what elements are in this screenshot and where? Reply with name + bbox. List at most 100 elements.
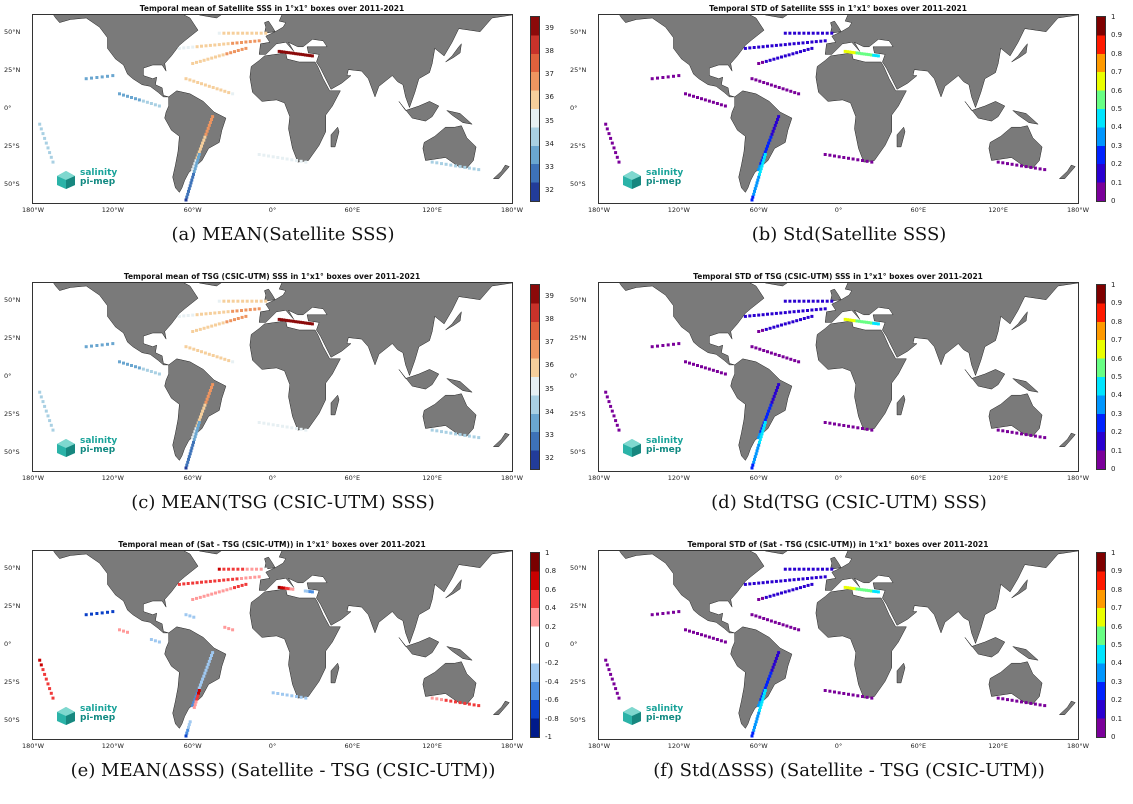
data-cell xyxy=(280,318,283,322)
data-cell xyxy=(257,575,261,579)
data-cell xyxy=(763,421,767,424)
data-cell xyxy=(677,342,681,346)
data-cell xyxy=(610,677,614,681)
data-cell xyxy=(219,88,223,92)
data-cell xyxy=(203,351,207,355)
data-cell xyxy=(255,31,258,35)
data-cell xyxy=(1010,430,1014,434)
data-cell xyxy=(122,629,125,633)
data-cell xyxy=(797,577,801,581)
data-cell xyxy=(661,612,665,615)
map-canvas xyxy=(604,551,1078,738)
data-cell xyxy=(444,430,448,434)
data-cell xyxy=(191,598,195,601)
data-cell xyxy=(145,100,149,104)
data-cell xyxy=(229,51,233,55)
subfigure-caption: (e) MEAN(ΔSSS) (Satellite - TSG (CSIC-UT… xyxy=(70,760,496,781)
data-cell xyxy=(846,586,849,590)
data-cell xyxy=(750,77,754,81)
data-cell xyxy=(184,198,188,202)
data-cell xyxy=(90,76,93,80)
data-cell xyxy=(259,567,263,571)
data-cell xyxy=(217,31,221,35)
data-cell xyxy=(1029,165,1033,169)
data-cell xyxy=(856,426,860,430)
data-cell xyxy=(192,170,196,173)
data-cell xyxy=(295,427,298,430)
colorbar-tick-label: 0.4 xyxy=(545,604,557,613)
data-cell xyxy=(776,386,779,389)
data-cell xyxy=(197,691,200,695)
logo-text-salinity: salinity xyxy=(646,436,684,446)
data-cell xyxy=(810,308,814,312)
colorbar-tick-label: 0.9 xyxy=(1111,299,1123,308)
landmass-australia xyxy=(988,125,1043,169)
data-cell xyxy=(688,93,691,97)
data-cell xyxy=(1033,166,1037,170)
longitude-label: 0° xyxy=(268,742,277,750)
latitude-label: 25°N xyxy=(4,66,21,75)
landmass-eurasia xyxy=(824,551,1078,645)
data-cell xyxy=(210,592,214,596)
data-cell xyxy=(865,320,868,324)
data-cell xyxy=(707,367,711,371)
colorbar-tick-label: 36 xyxy=(545,93,554,102)
data-cell xyxy=(751,463,755,467)
data-cell xyxy=(656,344,659,348)
data-cell xyxy=(287,587,291,591)
longitude-label: 0° xyxy=(268,474,277,482)
data-cell xyxy=(715,638,719,641)
data-cell xyxy=(764,683,768,687)
data-cell xyxy=(276,424,280,427)
data-cell xyxy=(672,610,675,614)
latitude-label: 50°N xyxy=(570,296,587,305)
longitude-label: 180°W xyxy=(21,206,45,214)
latitude-label: 50°S xyxy=(4,179,20,188)
data-cell xyxy=(617,428,621,432)
colorbar-tick-label: 1 xyxy=(1111,13,1116,21)
data-cell xyxy=(793,31,797,35)
data-cell xyxy=(229,319,233,323)
data-cell xyxy=(227,567,231,571)
longitude-label: 180°W xyxy=(587,474,611,482)
data-cell xyxy=(467,702,471,706)
data-cell xyxy=(768,594,772,598)
landmass-south-america xyxy=(730,90,793,193)
data-cell xyxy=(777,651,781,655)
data-cell xyxy=(187,189,190,193)
data-cell xyxy=(763,691,766,695)
data-cell xyxy=(193,698,197,702)
data-cell xyxy=(211,651,215,655)
data-cell xyxy=(865,695,869,699)
latitude-label: 50°N xyxy=(4,296,21,305)
data-cell xyxy=(217,43,221,47)
data-cell xyxy=(607,132,611,136)
data-cell xyxy=(250,567,254,571)
data-cell xyxy=(615,423,619,427)
data-cell xyxy=(756,714,760,718)
data-cell xyxy=(463,433,467,437)
longitude-label: 60°W xyxy=(749,742,768,750)
map-canvas xyxy=(38,551,512,738)
data-cell xyxy=(194,700,198,704)
data-cell xyxy=(303,589,307,593)
data-cell xyxy=(750,345,754,349)
data-cell xyxy=(233,50,236,54)
data-cell xyxy=(141,367,145,371)
data-cell xyxy=(197,686,201,690)
data-cell xyxy=(757,436,761,440)
data-cell xyxy=(299,695,303,699)
data-cell xyxy=(308,322,312,326)
data-cell xyxy=(1029,433,1033,437)
data-cell xyxy=(762,349,766,352)
data-cell xyxy=(614,151,618,155)
data-cell xyxy=(194,695,198,699)
landmass-greenland xyxy=(198,551,222,555)
data-cell xyxy=(780,323,783,327)
data-cell xyxy=(217,311,221,315)
data-cell xyxy=(185,463,189,467)
data-cell xyxy=(763,423,766,427)
data-cell xyxy=(206,325,210,329)
data-cell xyxy=(816,567,820,571)
data-cell xyxy=(231,567,235,571)
